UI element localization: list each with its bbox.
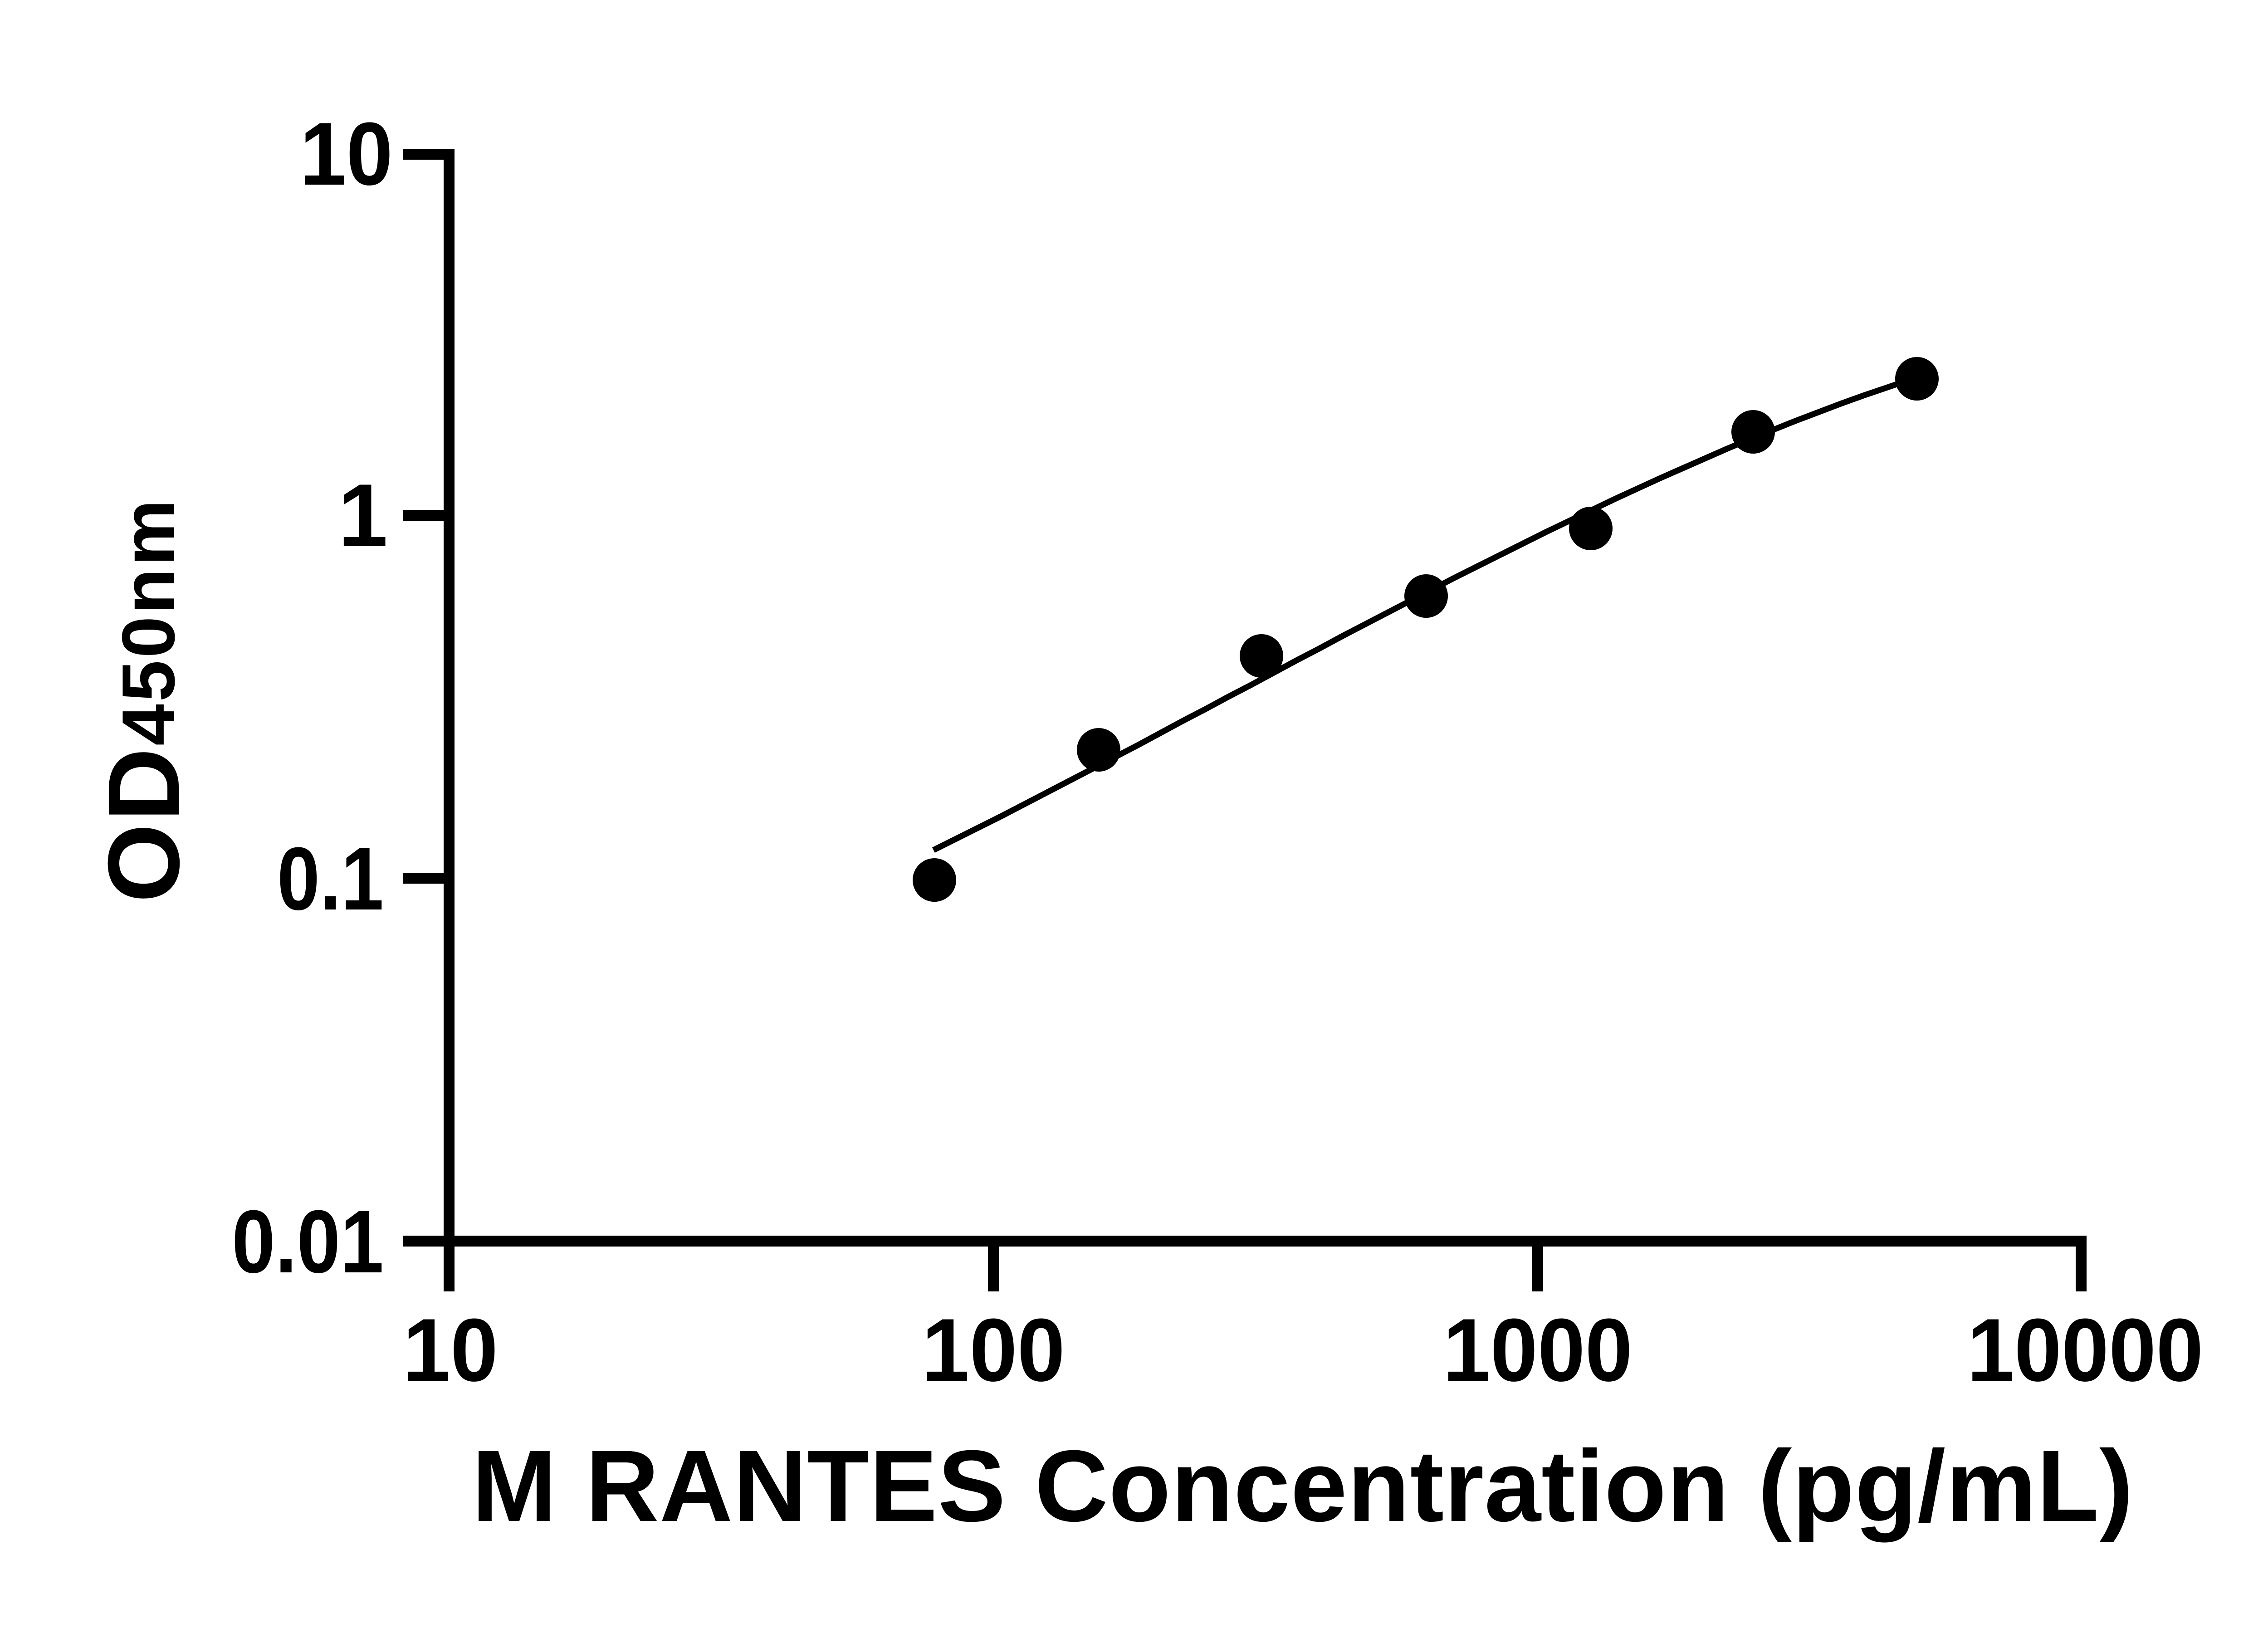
- svg-text:1000: 1000: [1443, 1300, 1633, 1400]
- svg-text:0.1: 0.1: [277, 829, 384, 929]
- svg-text:100: 100: [922, 1300, 1065, 1400]
- svg-text:1: 1: [338, 465, 388, 565]
- svg-text:OD450nm: OD450nm: [87, 497, 200, 903]
- svg-text:10000: 10000: [1967, 1300, 2204, 1400]
- svg-text:10: 10: [300, 104, 393, 204]
- svg-text:0.01: 0.01: [232, 1192, 384, 1291]
- svg-text:10: 10: [403, 1300, 498, 1400]
- svg-text:M RANTES Concentration (pg/mL): M RANTES Concentration (pg/mL): [472, 1429, 2134, 1543]
